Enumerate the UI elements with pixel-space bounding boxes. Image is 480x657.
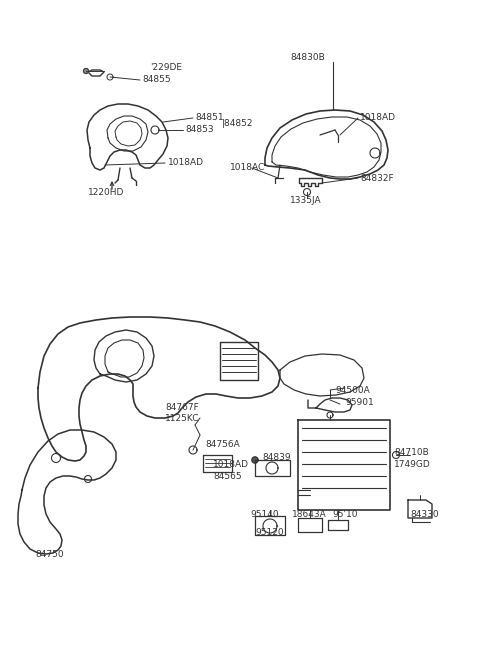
Text: 84830B: 84830B xyxy=(290,53,325,62)
Text: 1220HD: 1220HD xyxy=(88,188,124,197)
Text: 95120: 95120 xyxy=(256,528,284,537)
Text: 84750: 84750 xyxy=(36,550,64,559)
Text: 94500A: 94500A xyxy=(335,386,370,395)
Text: 18643A: 18643A xyxy=(292,510,327,519)
Text: 84851: 84851 xyxy=(195,113,224,122)
Text: 84767F: 84767F xyxy=(165,403,199,412)
Text: |84852: |84852 xyxy=(222,119,253,128)
Text: 95901: 95901 xyxy=(345,398,374,407)
Text: 1749GD: 1749GD xyxy=(394,460,431,469)
Text: 84855: 84855 xyxy=(142,75,170,84)
Text: 1018AD: 1018AD xyxy=(168,158,204,167)
Text: 95'10: 95'10 xyxy=(332,510,358,519)
Text: 84839: 84839 xyxy=(262,453,290,462)
Polygon shape xyxy=(252,457,258,463)
Text: 1335JA: 1335JA xyxy=(290,196,322,205)
Text: 1018AC: 1018AC xyxy=(230,163,265,172)
Text: 84853: 84853 xyxy=(185,125,214,134)
Text: 84832F: 84832F xyxy=(360,174,394,183)
Text: 1125KC: 1125KC xyxy=(165,414,200,423)
Text: 84710B: 84710B xyxy=(394,448,429,457)
Polygon shape xyxy=(84,68,88,74)
Text: 95140: 95140 xyxy=(250,510,278,519)
Text: 1018AD: 1018AD xyxy=(360,113,396,122)
Text: 84756A: 84756A xyxy=(205,440,240,449)
Text: 1018AD: 1018AD xyxy=(213,460,249,469)
Text: 84565: 84565 xyxy=(213,472,241,481)
Text: '229DE: '229DE xyxy=(150,63,182,72)
Text: 84330: 84330 xyxy=(410,510,439,519)
